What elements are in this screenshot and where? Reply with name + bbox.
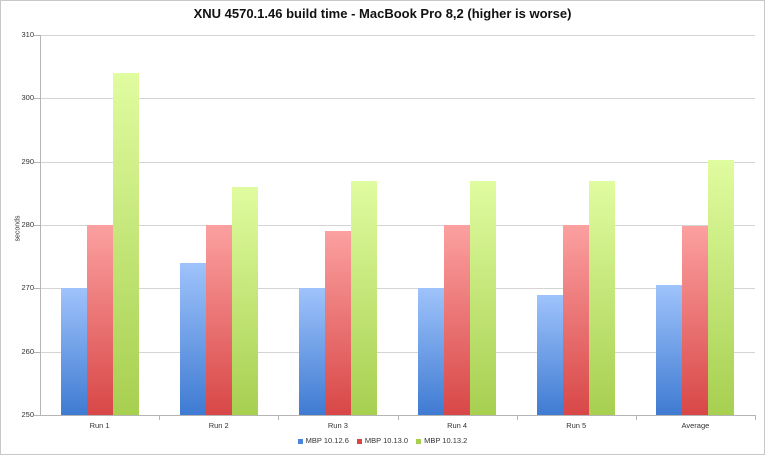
- y-tick: [34, 351, 40, 353]
- y-tick-label: 270: [21, 283, 34, 293]
- y-tick-label: 290: [21, 156, 34, 166]
- bar-mbp-10-13-0-average: [682, 226, 709, 415]
- bar-mbp-10-12-6-run-1: [60, 288, 87, 415]
- x-tick-label: Run 3: [327, 421, 348, 430]
- x-tick: [755, 415, 756, 420]
- bar-mbp-10-12-6-average: [656, 284, 683, 415]
- bar-mbp-10-13-2-average: [708, 160, 735, 415]
- bar-mbp-10-13-0-run-2: [205, 225, 232, 415]
- gridline: [40, 351, 755, 353]
- bar-mbp-10-12-6-run-5: [537, 294, 564, 415]
- bar-mbp-10-13-2-run-3: [350, 180, 377, 415]
- y-tick-label: 280: [21, 220, 34, 229]
- legend-label: MBP 10.12.6: [305, 436, 349, 445]
- y-tick-label: 310: [21, 30, 34, 39]
- y-tick: [34, 415, 40, 416]
- bar-mbp-10-12-6-run-4: [418, 288, 445, 415]
- bar-mbp-10-13-0-run-3: [324, 231, 351, 415]
- chart-title: XNU 4570.1.46 build time - MacBook Pro 8…: [193, 6, 572, 21]
- y-tick-label: 250: [21, 410, 34, 419]
- x-tick: [635, 415, 637, 420]
- y-tick: [34, 161, 40, 163]
- gridline: [40, 35, 755, 36]
- x-tick-label: Run 1: [89, 421, 110, 430]
- x-tick: [397, 415, 399, 420]
- x-tick-label: Run 2: [208, 421, 229, 430]
- gridline: [40, 288, 755, 290]
- y-tick-label: 260: [21, 346, 34, 356]
- x-tick-label: Run 5: [566, 421, 587, 430]
- gridline: [40, 161, 755, 163]
- bar-mbp-10-12-6-run-2: [179, 263, 206, 415]
- legend-item: MBP 10.12.6: [297, 436, 349, 445]
- bar-mbp-10-13-2-run-5: [589, 180, 616, 415]
- x-tick-label: Run 4: [447, 421, 468, 430]
- bar-mbp-10-13-2-run-4: [470, 180, 497, 415]
- y-axis-line: [40, 35, 41, 415]
- y-tick: [34, 225, 40, 226]
- bar-mbp-10-13-2-run-2: [231, 187, 258, 415]
- y-tick-label: 300: [21, 93, 34, 103]
- legend-swatch-icon: [297, 438, 303, 444]
- bar-mbp-10-12-6-run-3: [298, 288, 325, 415]
- legend-item: MBP 10.13.2: [416, 436, 467, 445]
- x-tick: [159, 415, 161, 420]
- plot-area: [34, 35, 755, 416]
- legend-swatch-icon: [356, 438, 362, 444]
- gridline: [40, 225, 755, 226]
- gridline: [40, 98, 755, 100]
- y-tick: [34, 98, 40, 100]
- bar-mbp-10-13-0-run-5: [563, 225, 590, 415]
- x-tick: [516, 415, 518, 420]
- bar-mbp-10-13-0-run-1: [86, 225, 113, 415]
- y-tick: [34, 288, 40, 290]
- x-tick: [278, 415, 280, 420]
- legend-label: MBP 10.13.2: [424, 436, 468, 445]
- bar-mbp-10-13-2-run-1: [112, 73, 139, 415]
- legend-label: MBP 10.13.0: [364, 436, 409, 445]
- bar-mbp-10-13-0-run-4: [444, 225, 471, 415]
- y-tick: [34, 35, 40, 36]
- legend-item: MBP 10.13.0: [356, 436, 409, 445]
- legend: MBP 10.12.6 MBP 10.13.0 MBP 10.13.2: [0, 436, 765, 445]
- x-tick-label: Average: [681, 421, 710, 430]
- legend-swatch-icon: [416, 438, 422, 444]
